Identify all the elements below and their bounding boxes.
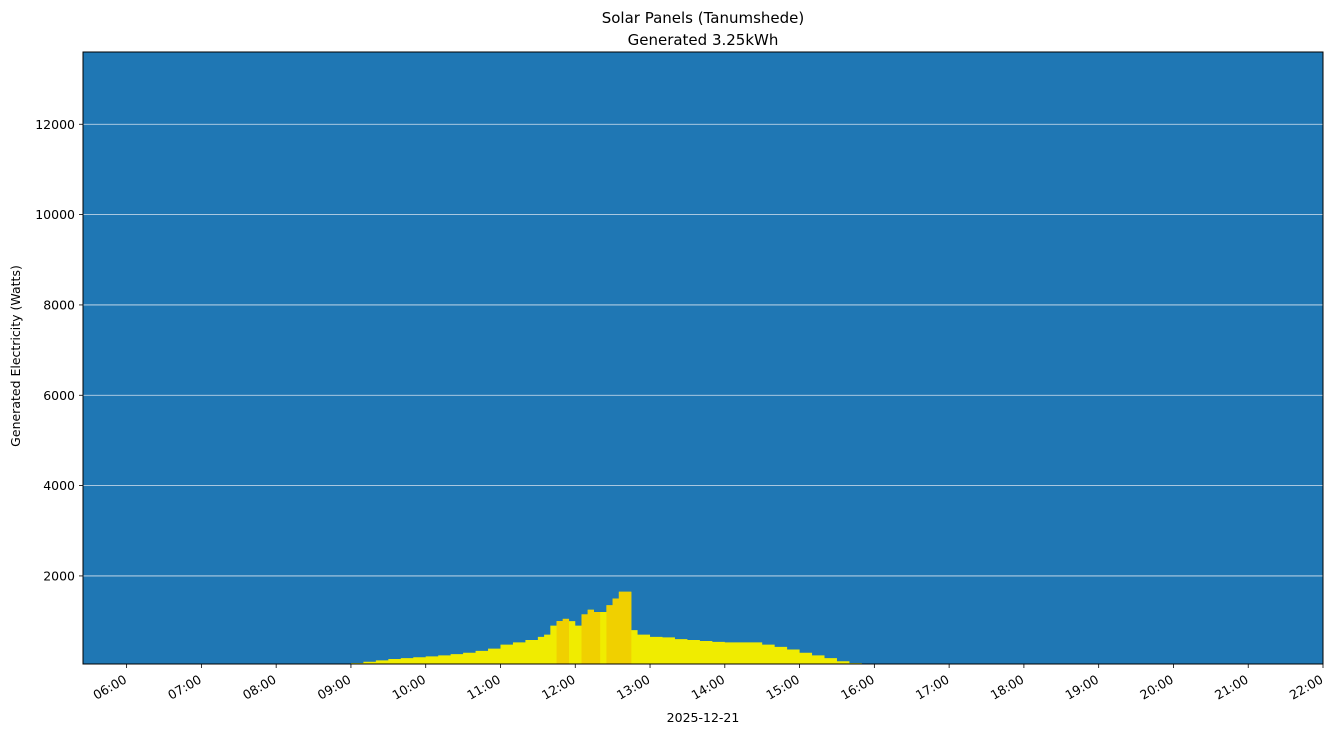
- x-tick-label: 21:00: [1212, 672, 1251, 703]
- x-tick-label: 18:00: [988, 672, 1027, 703]
- series-peak-shade: [581, 609, 601, 664]
- chart-title: Solar Panels (Tanumshede): [602, 9, 805, 27]
- x-tick-label: 10:00: [390, 672, 429, 703]
- y-tick-label: 10000: [35, 207, 75, 222]
- y-tick-label: 8000: [43, 297, 75, 312]
- x-tick-label: 17:00: [913, 672, 952, 703]
- x-tick-label: 13:00: [614, 672, 653, 703]
- x-tick-label: 08:00: [240, 672, 279, 703]
- x-tick-label: 11:00: [464, 672, 503, 703]
- x-tick-label: 20:00: [1137, 672, 1176, 703]
- plot-area: [82, 51, 1324, 665]
- x-tick-label: 16:00: [838, 672, 877, 703]
- y-axis-label: Generated Electricity (Watts): [8, 265, 23, 447]
- x-tick-label: 06:00: [90, 672, 129, 703]
- y-tick-label: 2000: [43, 568, 75, 583]
- y-tick-label: 4000: [43, 478, 75, 493]
- series-peak-shade: [556, 618, 570, 664]
- x-tick-label: 19:00: [1062, 672, 1101, 703]
- series-peak-shade: [606, 591, 632, 664]
- x-tick-label: 07:00: [165, 672, 204, 703]
- x-tick-label: 15:00: [763, 672, 802, 703]
- plot-frame: [82, 51, 1324, 665]
- plot-background: [83, 52, 1323, 664]
- x-tick-label: 12:00: [539, 672, 578, 703]
- chart-subtitle: Generated 3.25kWh: [628, 31, 779, 49]
- x-tick-label: 22:00: [1287, 672, 1326, 703]
- x-tick-label: 14:00: [689, 672, 728, 703]
- x-axis: 06:00 07:00 08:00 09:00 10:00 11:00 12:00 13:00…: [90, 664, 1326, 703]
- y-axis: 2000 4000 6000 8000 10000 12000: [35, 117, 83, 583]
- x-axis-label: 2025-12-21: [667, 710, 740, 725]
- y-tick-label: 12000: [35, 117, 75, 132]
- x-tick-label: 09:00: [315, 672, 354, 703]
- y-tick-label: 6000: [43, 388, 75, 403]
